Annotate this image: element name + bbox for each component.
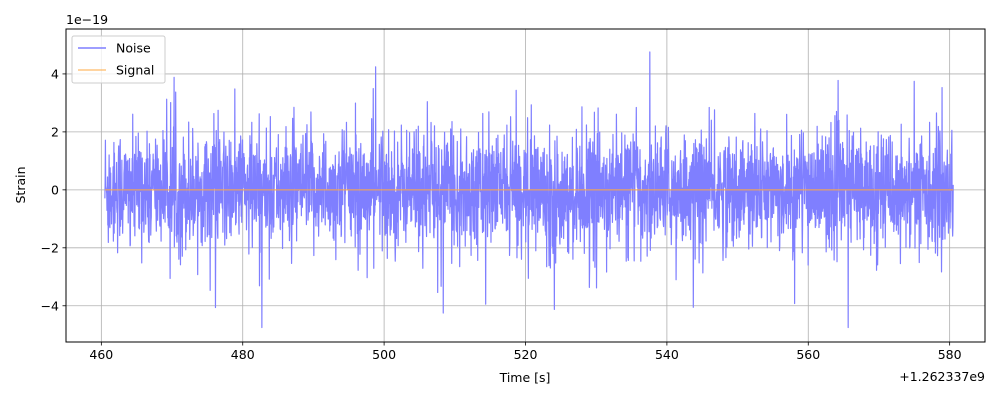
x-tick-label: 520 [514,347,538,362]
x-tick-label: 480 [231,347,255,362]
x-offset-label: +1.262337e9 [899,369,985,384]
legend: Noise Signal [71,35,166,84]
y-tick-label: −2 [41,240,59,255]
x-tick-label: 560 [796,347,820,362]
y-tick-label: −4 [41,298,59,313]
x-tick-label: 460 [89,347,113,362]
y-scale-label: 1e−19 [66,12,108,27]
y-tick-label: 4 [51,66,59,81]
x-axis-label: Time [s] [499,370,551,385]
tick-layer: 460 480 500 520 540 560 580 −4 −2 0 2 4 [41,66,962,362]
x-tick-label: 540 [655,347,679,362]
legend-label-signal: Signal [116,63,154,78]
x-tick-label: 500 [372,347,396,362]
y-tick-label: 2 [51,124,59,139]
y-tick-label: 0 [51,182,59,197]
y-axis-label: Strain [13,166,28,203]
series-layer [104,51,954,329]
legend-label-noise: Noise [116,41,151,56]
x-tick-label: 580 [938,347,962,362]
